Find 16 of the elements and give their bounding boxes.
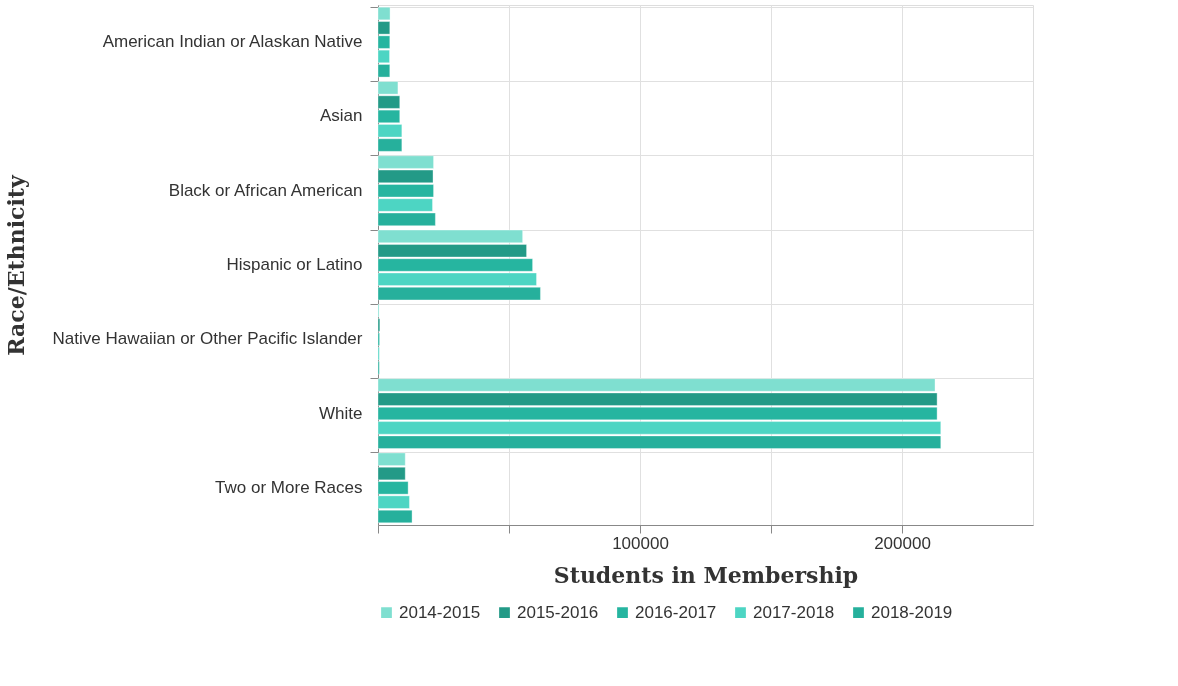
y-tick-label: Black or African American: [168, 180, 363, 200]
y-tick-label: American Indian or Alaskan Native: [102, 32, 363, 52]
y-tick-label: Two or More Races: [215, 477, 363, 497]
x-axis-title: Students in Membership: [553, 561, 859, 588]
y-tick-label: Native Hawaiian or Other Pacific Islander: [52, 329, 363, 349]
legend-label: 2017-2018: [753, 602, 835, 622]
y-tick-label: Asian: [319, 106, 363, 126]
legend-label: 2015-2016: [517, 602, 599, 622]
x-tick-label: 100000: [612, 533, 669, 553]
legend-label: 2016-2017: [635, 602, 717, 622]
y-tick-label: Hispanic or Latino: [226, 255, 363, 274]
legend-label: 2014-2015: [399, 602, 481, 622]
y-axis-title: Race/Ethnicity: [2, 174, 29, 356]
x-tick-label: 200000: [874, 533, 931, 553]
y-tick-label: White: [319, 403, 363, 423]
legend-label: 2018-2019: [871, 602, 953, 622]
